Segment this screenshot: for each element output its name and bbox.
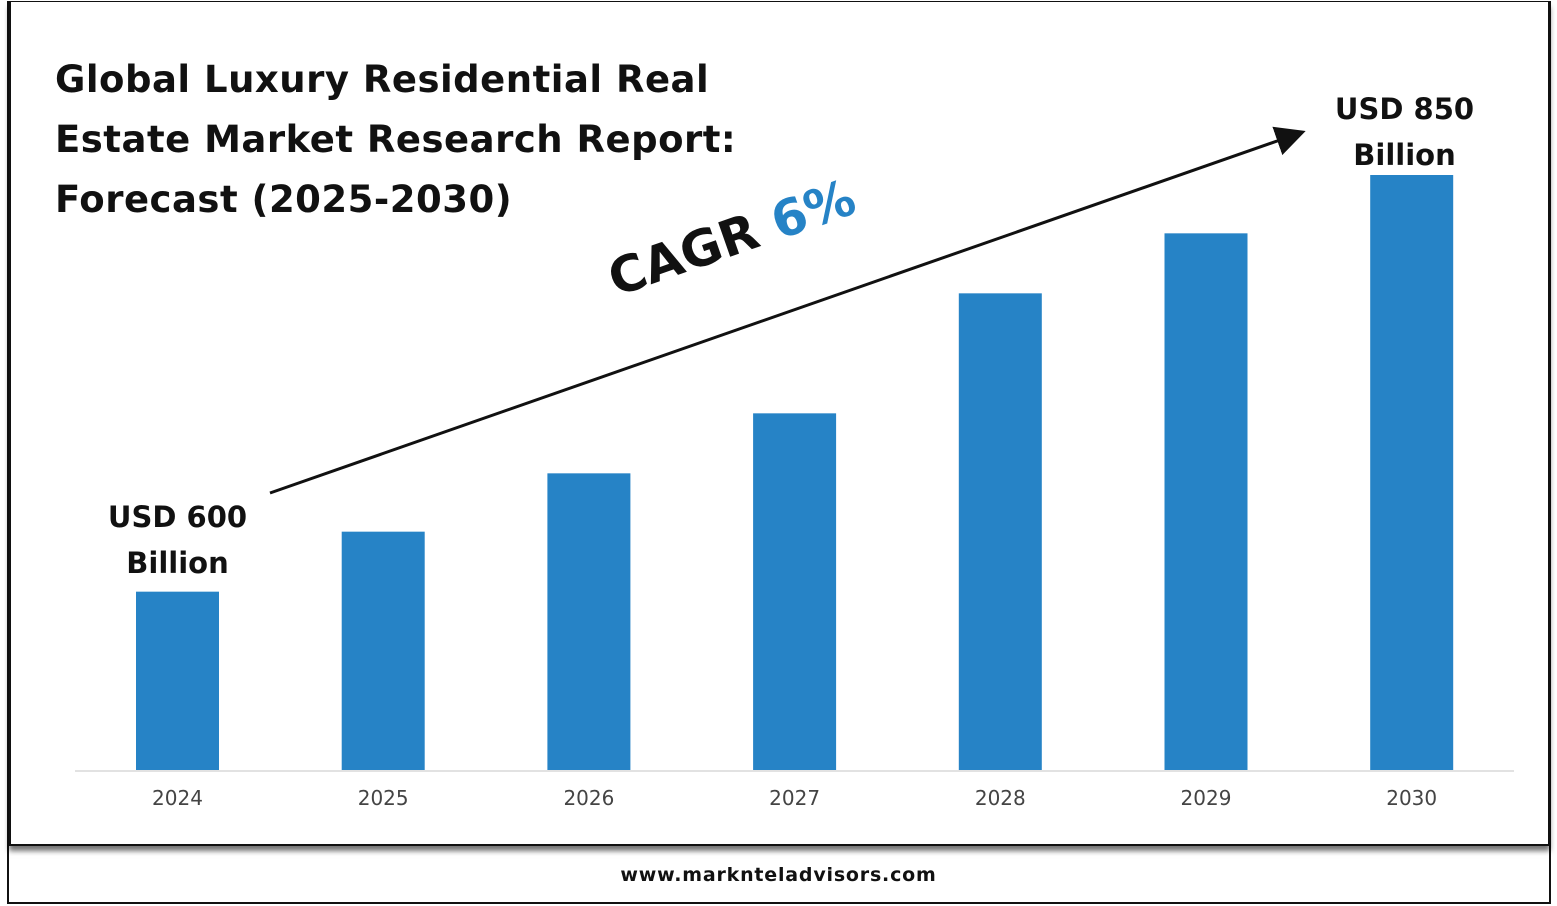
- bar-2028: [958, 293, 1042, 770]
- bar-2027: [753, 413, 837, 770]
- title-line-2: Estate Market Research Report:: [55, 118, 737, 161]
- end-label-line-2: Billion: [1353, 138, 1456, 172]
- growth-arrow: [269, 126, 1306, 495]
- start-label-line-1: USD 600: [107, 500, 248, 534]
- end-value-label: USD 850 Billion: [1322, 86, 1487, 178]
- bar-2025: [341, 531, 425, 770]
- start-value-label: USD 600 Billion: [95, 494, 260, 586]
- x-tick-label: 2028: [975, 786, 1026, 810]
- x-tick-label: 2026: [563, 786, 614, 810]
- title-line-3: Forecast (2025-2030): [55, 178, 513, 221]
- bar-2026: [547, 473, 631, 770]
- start-label-line-2: Billion: [126, 546, 229, 580]
- bar-2024: [136, 591, 219, 770]
- footer-website: www.marknteladvisors.com: [620, 864, 937, 886]
- bar-2029: [1164, 233, 1248, 771]
- end-label-line-1: USD 850: [1334, 92, 1475, 126]
- chart-title: Global Luxury Residential Real Estate Ma…: [55, 50, 736, 230]
- x-tick-label: 2029: [1181, 786, 1232, 810]
- x-tick-label: 2024: [152, 786, 203, 810]
- title-line-1: Global Luxury Residential Real: [55, 58, 710, 101]
- x-tick-label: 2025: [358, 786, 409, 810]
- x-tick-label: 2027: [769, 786, 820, 810]
- x-tick-label: 2030: [1386, 786, 1437, 810]
- bar-2030: [1370, 175, 1454, 770]
